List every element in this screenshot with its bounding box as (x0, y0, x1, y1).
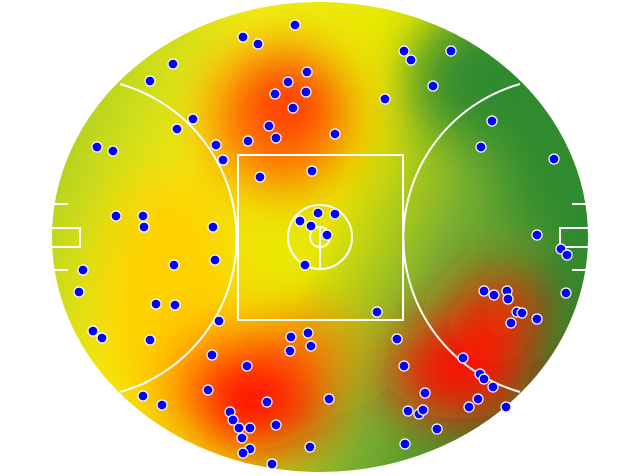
point (391, 333, 403, 345)
point (242, 135, 254, 147)
point (427, 80, 439, 92)
point (156, 399, 168, 411)
point (561, 249, 573, 261)
point (548, 153, 560, 165)
point (531, 229, 543, 241)
point (73, 286, 85, 298)
point (91, 141, 103, 153)
point (398, 360, 410, 372)
point (379, 93, 391, 105)
point (206, 349, 218, 361)
point (96, 332, 108, 344)
point (110, 210, 122, 222)
point (323, 393, 335, 405)
point (463, 401, 475, 413)
point (305, 220, 317, 232)
point (417, 404, 429, 416)
point (299, 259, 311, 271)
point (402, 405, 414, 417)
point (531, 313, 543, 325)
point (236, 432, 248, 444)
point (487, 381, 499, 393)
point (77, 264, 89, 276)
point (167, 58, 179, 70)
point (263, 120, 275, 132)
point (294, 215, 306, 227)
point (144, 75, 156, 87)
point (445, 45, 457, 57)
point (560, 287, 572, 299)
point (329, 208, 341, 220)
point (405, 54, 417, 66)
point (398, 45, 410, 57)
point (285, 331, 297, 343)
point (209, 254, 221, 266)
point (399, 438, 411, 450)
point (505, 317, 517, 329)
point (233, 422, 245, 434)
point (321, 229, 333, 241)
point (312, 207, 324, 219)
point (168, 259, 180, 271)
point (87, 325, 99, 337)
point (457, 352, 469, 364)
point (138, 221, 150, 233)
point (210, 139, 222, 151)
point (187, 113, 199, 125)
point (202, 384, 214, 396)
point (150, 298, 162, 310)
point (516, 307, 528, 319)
point (254, 171, 266, 183)
point (107, 145, 119, 157)
point (244, 422, 256, 434)
point (227, 414, 239, 426)
point (302, 327, 314, 339)
point (486, 115, 498, 127)
point (237, 31, 249, 43)
point (282, 76, 294, 88)
point (289, 19, 301, 31)
point (419, 387, 431, 399)
point (306, 165, 318, 177)
point (500, 401, 512, 413)
point (269, 88, 281, 100)
point (252, 38, 264, 50)
point (431, 423, 443, 435)
point (287, 102, 299, 114)
field-lines (50, 0, 590, 474)
point (472, 393, 484, 405)
point (300, 86, 312, 98)
point (217, 154, 229, 166)
point (241, 360, 253, 372)
point (329, 128, 341, 140)
point (304, 441, 316, 453)
point (488, 289, 500, 301)
point (144, 334, 156, 346)
point (237, 447, 249, 459)
point (478, 285, 490, 297)
point (305, 340, 317, 352)
point (270, 419, 282, 431)
point (478, 373, 490, 385)
point (301, 66, 313, 78)
point (284, 345, 296, 357)
point (371, 306, 383, 318)
point (213, 315, 225, 327)
point (169, 299, 181, 311)
point (171, 123, 183, 135)
point (137, 390, 149, 402)
point (261, 396, 273, 408)
point (502, 293, 514, 305)
point (207, 221, 219, 233)
point (475, 141, 487, 153)
point (270, 132, 282, 144)
point (137, 210, 149, 222)
point (266, 458, 278, 470)
